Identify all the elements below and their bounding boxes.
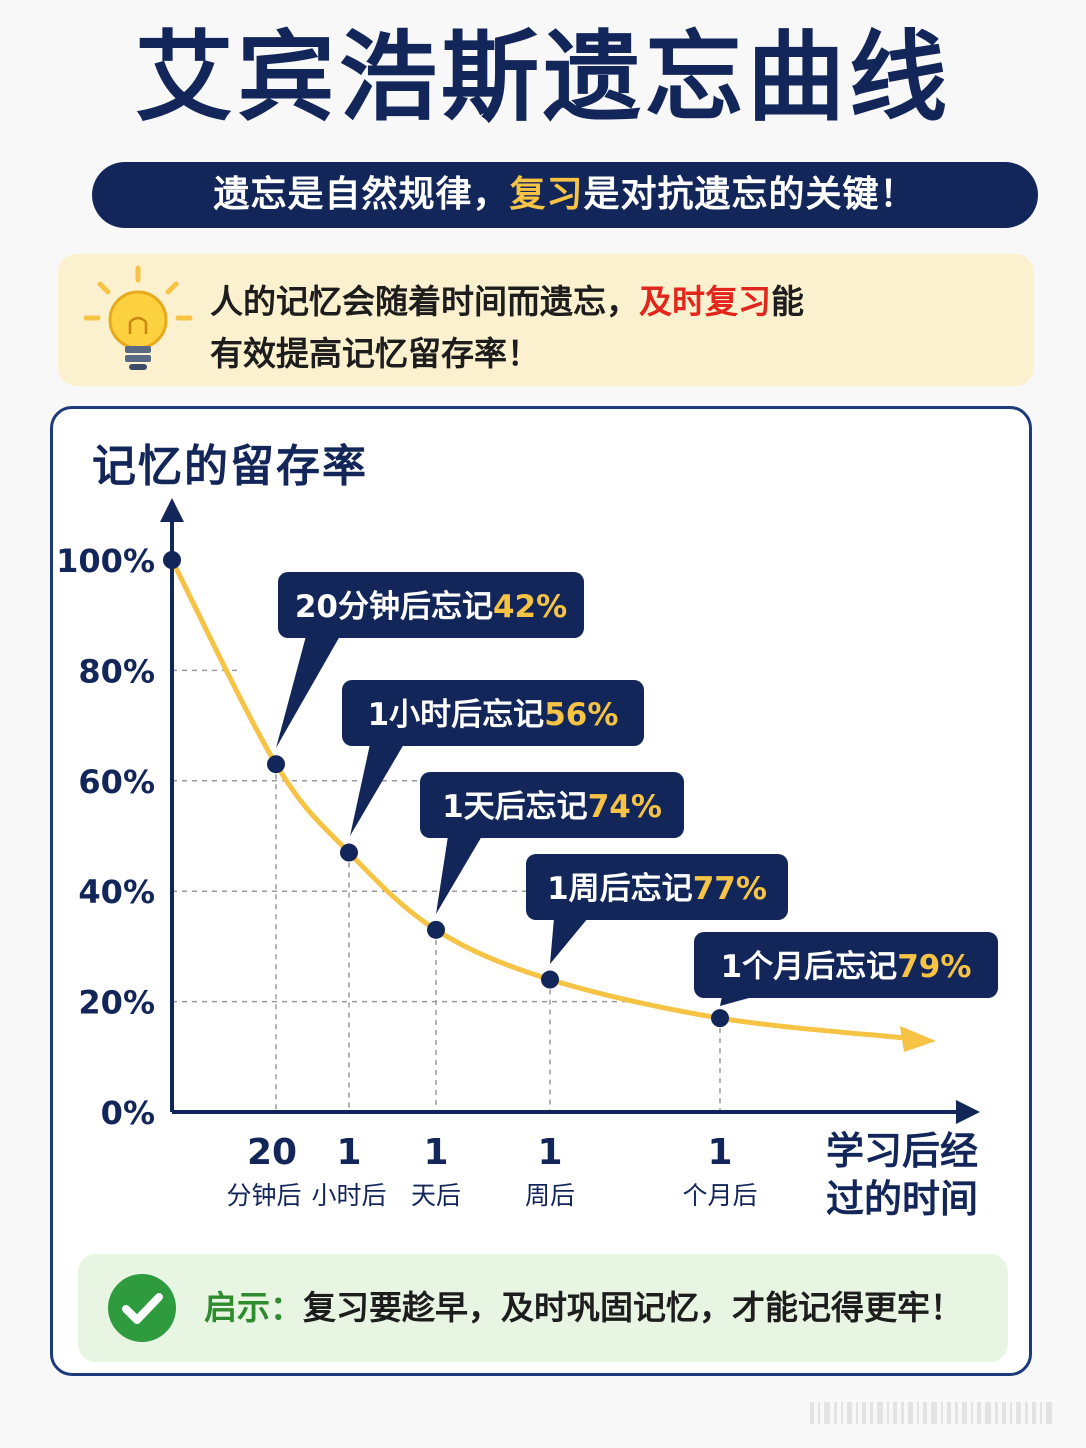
y-tick-label: 80% (78, 652, 155, 690)
check-icon (108, 1274, 176, 1342)
callout-value: 77% (693, 871, 767, 907)
x-tick-number: 20 (247, 1132, 297, 1173)
x-tick-number: 1 (707, 1132, 732, 1173)
subtitle-part1: 遗忘是自然规律， (213, 174, 510, 215)
callout-text: 1天后忘记 (442, 789, 588, 825)
data-point (541, 970, 559, 989)
y-tick-label: 20% (78, 984, 155, 1022)
tip-box: 人的记忆会随着时间而遗忘，及时复习能 有效提高记忆留存率！ (58, 254, 1034, 386)
x-tick-number: 1 (336, 1132, 361, 1173)
callout-pointer (436, 836, 482, 914)
callout-box (526, 854, 788, 920)
tip-highlight: 及时复习 (639, 282, 771, 321)
callout-pointer (550, 918, 588, 964)
subtitle-highlight: 复习 (509, 174, 584, 215)
y-tick-label: 60% (78, 763, 155, 801)
x-tick-unit: 分钟后 (226, 1181, 301, 1210)
tip-line-1: 人的记忆会随着时间而遗忘，及时复习能 (210, 282, 804, 321)
subtitle-part2: 是对抗遗忘的关键！ (583, 174, 917, 215)
x-axis-label: 学习后经 (826, 1129, 978, 1173)
callout-label: 1小时后忘记56% (368, 697, 619, 733)
data-point (711, 1009, 729, 1028)
data-point (340, 843, 358, 862)
page-title: 艾宾浩斯遗忘曲线 (134, 21, 951, 135)
callout-label: 1天后忘记74% (442, 789, 662, 825)
callout-value: 56% (544, 697, 618, 733)
insight-text: 启示：复习要趁早，及时巩固记忆，才能记得更牢！ (204, 1282, 963, 1334)
y-tick-label: 100% (56, 542, 155, 580)
x-tick-unit: 个月后 (682, 1181, 757, 1210)
callout-label: 20分钟后忘记42% (295, 589, 567, 625)
insight-message: 复习要趁早，及时巩固记忆，才能记得更牢！ (303, 1288, 963, 1327)
x-tick-number: 1 (537, 1132, 562, 1173)
x-tick-number: 1 (423, 1132, 448, 1173)
x-tick-unit: 天后 (411, 1181, 461, 1210)
y-tick-label: 40% (78, 873, 155, 911)
callout-pointer (276, 636, 340, 748)
lightbulb-icon (83, 265, 193, 370)
callout-pointer (720, 996, 756, 1006)
tip-line-2: 有效提高记忆留存率！ (210, 334, 540, 373)
x-axis-label: 过的时间 (826, 1177, 978, 1221)
y-axis-arrow (160, 498, 184, 522)
insight-label: 启示： (204, 1288, 303, 1327)
x-axis-arrow (956, 1100, 980, 1124)
watermark-barcode (810, 1402, 1052, 1424)
callout-box (342, 680, 644, 746)
callout-box (278, 572, 584, 638)
subtitle-banner: 遗忘是自然规律，复习是对抗遗忘的关键！ (92, 162, 1038, 228)
callout-text: 20分钟后忘记 (295, 589, 493, 625)
data-point (267, 755, 285, 774)
tip-text: 人的记忆会随着时间而遗忘，及时复习能 有效提高记忆留存率！ (210, 276, 1010, 380)
callout-value: 74% (588, 789, 662, 825)
callout-value: 42% (493, 589, 567, 625)
callout-box (420, 772, 684, 838)
callout-text: 1小时后忘记 (368, 697, 545, 733)
y-tick-label: 0% (101, 1094, 155, 1132)
callout-label: 1个月后忘记79% (721, 949, 972, 985)
callout-box (694, 932, 998, 998)
insight-box: 启示：复习要趁早，及时巩固记忆，才能记得更牢！ (78, 1254, 1008, 1362)
x-tick-unit: 周后 (525, 1181, 575, 1210)
x-tick-unit: 小时后 (311, 1181, 386, 1210)
data-point (427, 920, 445, 939)
curve-arrow (900, 1026, 936, 1052)
callout-value: 79% (897, 949, 971, 985)
callout-pointer (350, 744, 404, 836)
callout-label: 1周后忘记77% (547, 871, 767, 907)
chart-title: 记忆的留存率 (92, 441, 368, 492)
callout-text: 1个月后忘记 (721, 949, 898, 985)
data-point (163, 551, 181, 569)
callout-text: 1周后忘记 (547, 871, 693, 907)
